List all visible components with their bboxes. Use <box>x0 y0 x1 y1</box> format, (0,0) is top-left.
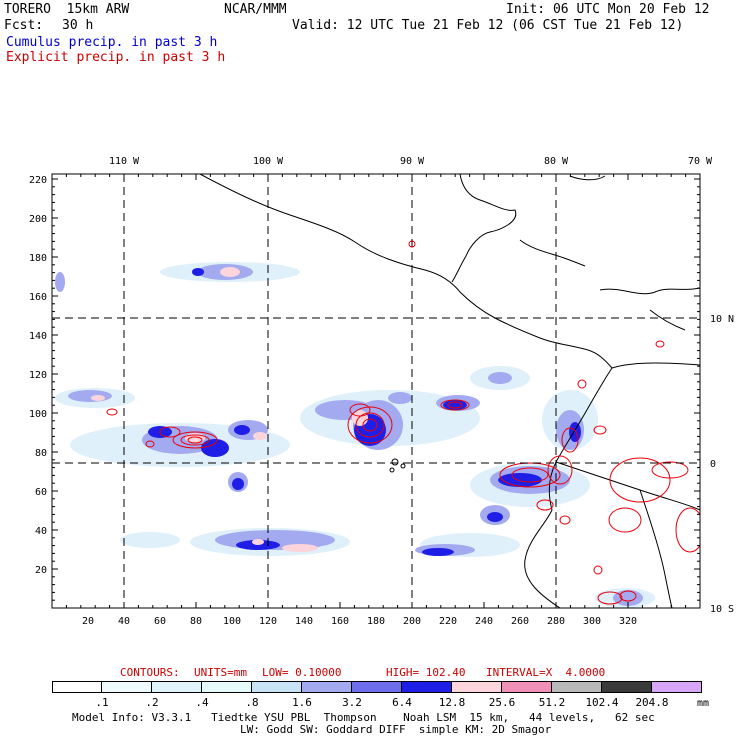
colorbar-cell <box>152 681 202 693</box>
top-longitude-label: 80 W <box>544 156 569 167</box>
colorbar-label: 12.8 <box>438 696 466 709</box>
colorbar-cell <box>102 681 152 693</box>
map-frame <box>51 173 701 609</box>
colorbar-cell <box>452 681 502 693</box>
colorbar-cell <box>202 681 252 693</box>
colorbar-label: 3.2 <box>342 696 362 709</box>
bottom-tick-label: 160 <box>331 616 349 627</box>
top-longitude-label: 100 W <box>253 156 284 167</box>
colorbar-cell <box>52 681 102 693</box>
bottom-tick-label: 320 <box>619 616 637 627</box>
colorbar-cell <box>552 681 602 693</box>
bottom-tick-label: 240 <box>475 616 493 627</box>
bottom-tick-label: 20 <box>82 616 94 627</box>
colorbar-label: .8 <box>245 696 259 709</box>
bottom-tick-label: 280 <box>547 616 565 627</box>
init-time: Init: 06 UTC Mon 20 Feb 12 <box>506 2 710 17</box>
model-physics: LW: Godd SW: Goddard DIFF simple KM: 2D … <box>240 723 552 736</box>
right-latitude-label: 10 N <box>710 314 734 325</box>
colorbar-cell <box>602 681 652 693</box>
heavy-precip-areas <box>148 268 581 556</box>
axis-labels: 20 40 60 80 100 120 140 160 180 200 220 240 260 280 30… <box>29 156 734 627</box>
bottom-tick-label: 220 <box>439 616 457 627</box>
left-tick-label: 120 <box>29 370 47 381</box>
top-longitude-label: 70 W <box>688 156 713 167</box>
model-info: Model Info: V3.3.1 Tiedtke YSU PBL Thomp… <box>72 711 655 724</box>
left-tick-label: 140 <box>29 331 47 342</box>
bottom-tick-label: 140 <box>295 616 313 627</box>
bottom-tick-label: 180 <box>367 616 385 627</box>
colorbar-cell <box>302 681 352 693</box>
left-tick-label: 160 <box>29 292 47 303</box>
axis-ticks <box>51 174 701 609</box>
left-tick-label: 100 <box>29 409 47 420</box>
colorbar-label: .2 <box>145 696 159 709</box>
coastlines <box>199 174 700 608</box>
colorbar-label: 204.8 <box>635 696 669 709</box>
contours-units: UNITS=mm <box>194 666 247 679</box>
colorbar-label: 25.6 <box>488 696 516 709</box>
valid-time: Valid: 12 UTC Tue 21 Feb 12 (06 CST Tue … <box>292 18 684 33</box>
cumulus-precip-label: Cumulus precip. in past 3 h <box>6 35 218 50</box>
contours-low: LOW= 0.10000 <box>262 666 342 679</box>
colorbar-cell <box>502 681 552 693</box>
contours-interval: INTERVAL=X 4.0000 <box>486 666 606 679</box>
colorbar-cell <box>252 681 302 693</box>
org-label: NCAR/MMM <box>224 2 287 17</box>
colorbar-label: .1 <box>95 696 109 709</box>
bottom-tick-label: 300 <box>583 616 601 627</box>
very-heavy-precip-areas <box>91 267 368 552</box>
left-tick-label: 220 <box>29 175 47 186</box>
bottom-tick-label: 200 <box>403 616 421 627</box>
latlon-grid <box>52 174 700 608</box>
left-tick-label: 60 <box>35 487 47 498</box>
left-tick-label: 180 <box>29 253 47 264</box>
right-latitude-label: 0 <box>710 459 716 470</box>
left-tick-label: 20 <box>35 565 47 576</box>
contours-label: CONTOURS: <box>120 666 180 679</box>
model-title: TORERO 15km ARW <box>4 2 130 17</box>
colorbar-units: mm <box>697 698 710 709</box>
forecast-hours: 30 h <box>62 18 94 33</box>
colorbar-label: 1.6 <box>292 696 312 709</box>
colorbar-cell <box>402 681 452 693</box>
left-tick-label: 40 <box>35 526 47 537</box>
bottom-tick-label: 100 <box>223 616 241 627</box>
forecast-label: Fcst: <box>4 18 44 33</box>
colorbar-label: 6.4 <box>392 696 412 709</box>
left-tick-label: 80 <box>35 448 47 459</box>
top-longitude-label: 110 W <box>109 156 140 167</box>
left-tick-label: 200 <box>29 214 47 225</box>
bottom-tick-label: 260 <box>511 616 529 627</box>
bottom-tick-label: 120 <box>259 616 277 627</box>
colorbar-label: 102.4 <box>585 696 619 709</box>
explicit-precip-label: Explicit precip. in past 3 h <box>6 50 226 65</box>
colorbar-cell <box>652 681 702 693</box>
explicit-precip-contours <box>106 240 700 605</box>
colorbar-cell <box>352 681 402 693</box>
bottom-tick-label: 80 <box>190 616 202 627</box>
colorbar-label: .4 <box>195 696 209 709</box>
bottom-tick-label: 60 <box>154 616 166 627</box>
colorbar-label: 51.2 <box>538 696 566 709</box>
contours-high: HIGH= 102.40 <box>386 666 466 679</box>
precip-field <box>55 174 700 608</box>
bottom-tick-label: 40 <box>118 616 130 627</box>
right-latitude-label: 10 S <box>710 604 734 615</box>
top-longitude-label: 90 W <box>400 156 425 167</box>
